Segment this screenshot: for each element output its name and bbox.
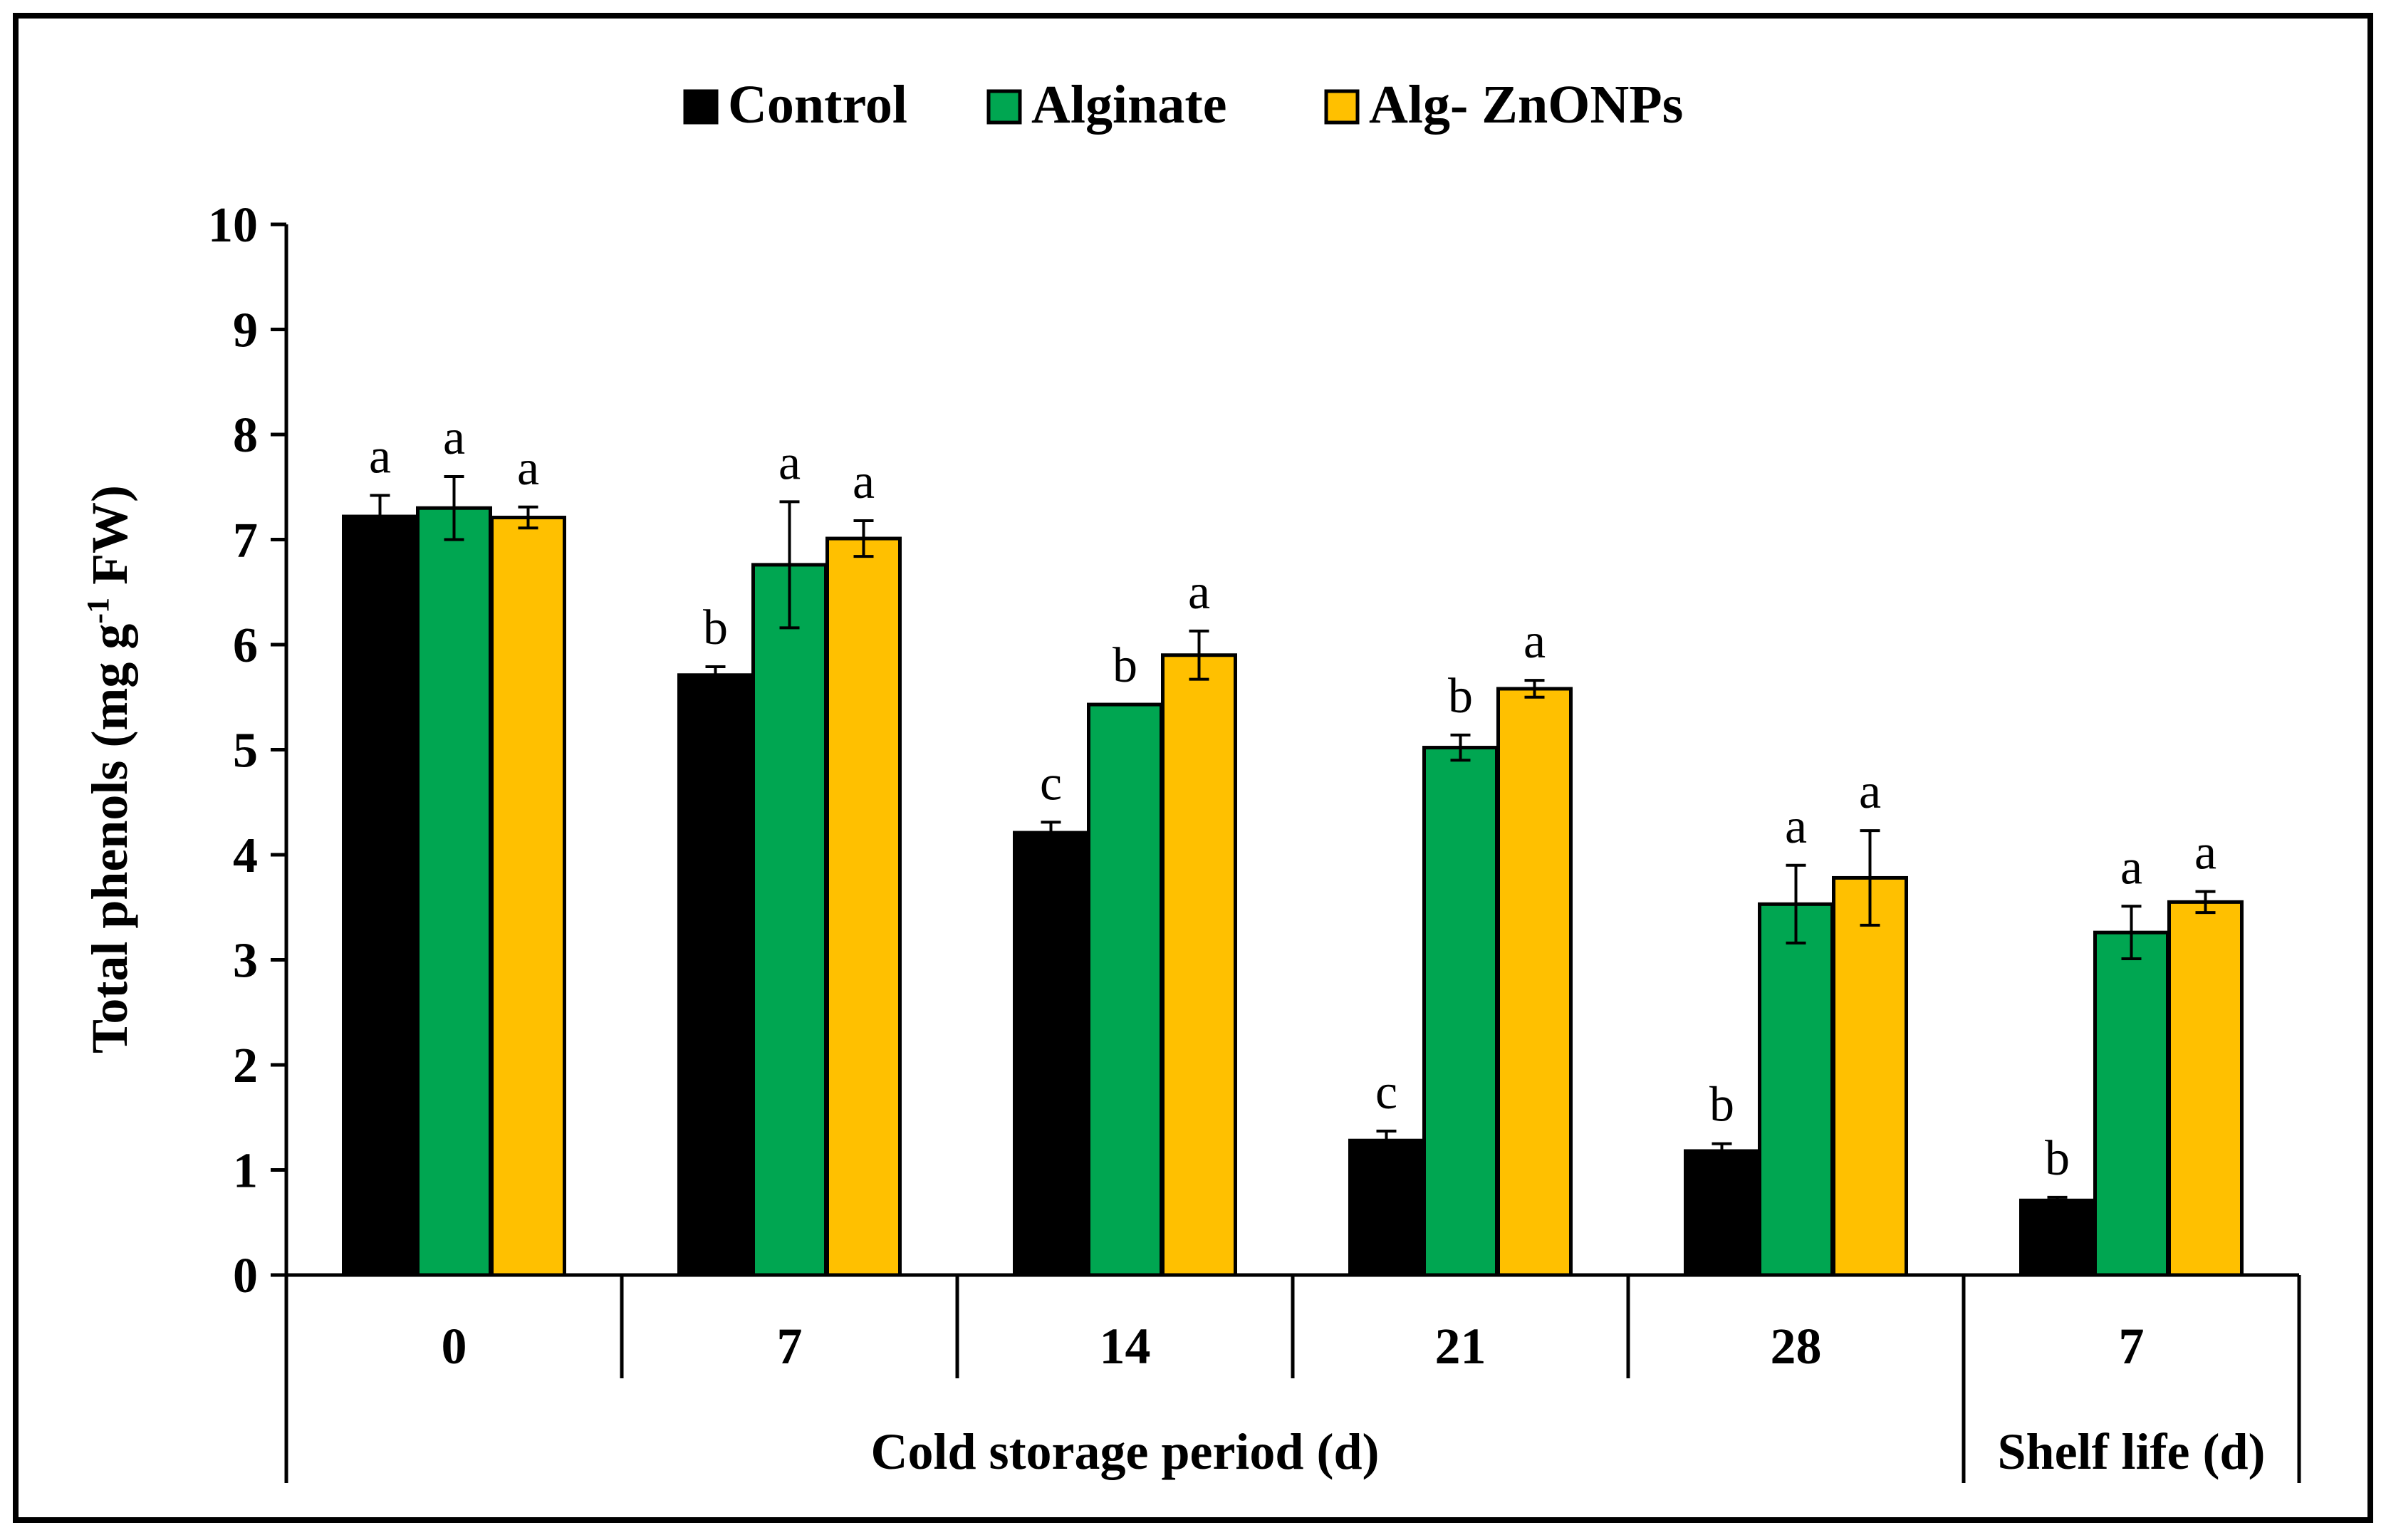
significance-letter: b: [703, 600, 728, 655]
significance-letter: c: [1375, 1065, 1397, 1120]
significance-letter: a: [778, 435, 801, 490]
y-tick-label: 2: [233, 1039, 258, 1093]
x-tick-label: 0: [442, 1318, 467, 1375]
significance-letter: b: [1113, 638, 1137, 693]
y-tick-label: 7: [233, 514, 258, 568]
bar-alginate-3: [1422, 746, 1499, 1277]
significance-letter: a: [1188, 565, 1210, 620]
bar-alg-znonps-1: [825, 536, 902, 1277]
y-tick-label: 5: [233, 724, 258, 779]
bar-alg-znonps-5: [2167, 900, 2244, 1277]
x-axis: 0 7 14 21 28 7 Cold storage period (d) Shelf li…: [284, 1273, 2301, 1483]
significance-letter: a: [2120, 840, 2142, 895]
significance-letter: b: [1448, 669, 1473, 724]
bar-control-3: [1348, 1138, 1424, 1277]
bar-control-0: [342, 514, 418, 1277]
x-group-label: Shelf life (d): [1998, 1423, 2266, 1480]
bar-control-2: [1013, 831, 1089, 1277]
bar-alg-znonps-0: [490, 516, 566, 1277]
y-tick-label: 4: [233, 828, 258, 883]
significance-letter: a: [2194, 826, 2216, 880]
bar-control-1: [677, 673, 754, 1277]
bar-alginate-5: [2093, 930, 2169, 1277]
significance-letter: b: [2045, 1131, 2070, 1186]
legend-swatch: [683, 89, 719, 125]
y-tick-label: 3: [233, 934, 258, 989]
y-axis-label: Total phenols (mg g-1 FW): [80, 485, 138, 1053]
bar-alginate-0: [416, 506, 492, 1277]
y-tick-label: 0: [233, 1249, 258, 1304]
y-tick-label: 10: [208, 198, 258, 253]
y-axis-label-end: FW): [81, 485, 138, 598]
significance-letter: b: [1709, 1078, 1734, 1133]
significance-letter: a: [1785, 799, 1807, 854]
significance-letter: a: [369, 430, 391, 484]
y-tick-label: 8: [233, 408, 258, 463]
significance-letter: a: [517, 441, 539, 496]
significance-letter: c: [1040, 756, 1062, 811]
bar-alginate-4: [1758, 902, 1834, 1277]
y-axis-label-sup: -1: [80, 598, 115, 624]
bar-alginate-2: [1087, 702, 1163, 1277]
significance-letter: a: [853, 454, 875, 509]
bar-alginate-1: [751, 563, 828, 1277]
bar-control-4: [1684, 1149, 1760, 1277]
bar-control-5: [2019, 1198, 2095, 1277]
legend: Control Alginate Alg- ZnONPs: [683, 75, 1683, 135]
x-group-label: Cold storage period (d): [871, 1423, 1380, 1480]
legend-label: Alg- ZnONPs: [1369, 75, 1683, 135]
legend-label: Alginate: [1031, 75, 1226, 135]
legend-swatch: [986, 89, 1022, 125]
x-tick-label: 28: [1771, 1318, 1822, 1375]
x-tick-label: 21: [1435, 1318, 1486, 1375]
legend-label: Control: [728, 75, 907, 135]
significance-letter: a: [1523, 614, 1546, 669]
x-tick-label: 7: [777, 1318, 803, 1375]
bar-alg-znonps-3: [1496, 687, 1573, 1277]
y-tick-label: 9: [233, 303, 258, 358]
significance-letter: a: [1859, 764, 1881, 819]
significance-letter: a: [443, 410, 465, 465]
legend-swatch: [1324, 89, 1360, 125]
x-tick-label: 7: [2119, 1318, 2145, 1375]
bar-alg-znonps-4: [1832, 875, 1908, 1277]
y-axis: 0 1 2 3 4 5 6 7 8 9 10: [208, 198, 288, 1304]
y-tick-label: 6: [233, 618, 258, 673]
y-tick-label: 1: [233, 1144, 258, 1199]
bar-alg-znonps-2: [1161, 653, 1237, 1277]
x-tick-label: 14: [1100, 1318, 1151, 1375]
